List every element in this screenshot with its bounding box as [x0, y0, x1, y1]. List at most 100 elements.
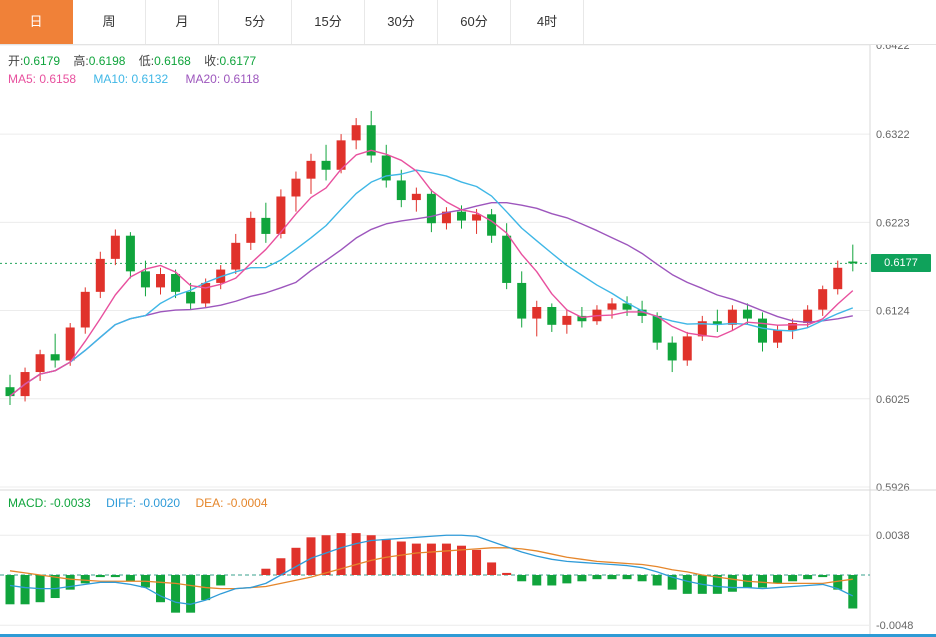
axis-label: 0.0038: [876, 530, 910, 542]
candle: [276, 196, 286, 234]
candle: [35, 354, 45, 373]
macd-bar: [65, 575, 75, 590]
tab-30min[interactable]: 30分: [365, 0, 438, 44]
axis-label: 0.6124: [876, 306, 910, 318]
macd-bar: [502, 572, 512, 575]
macd-legend: MACD: -0.0033 DIFF: -0.0020 DEA: -0.0004: [8, 496, 280, 510]
candle: [186, 291, 196, 304]
macd-bar: [306, 537, 316, 575]
ma5-value: MA5: 0.6158: [8, 72, 77, 86]
candle: [231, 242, 241, 270]
macd-bar: [607, 575, 617, 580]
candle: [80, 291, 90, 328]
axis-label: 0.5926: [876, 482, 910, 494]
candle: [457, 211, 466, 221]
ma10-value: MA10: 0.6132: [93, 72, 169, 86]
macd-bar: [351, 533, 361, 575]
macd-bar: [517, 575, 527, 582]
tab-month[interactable]: 月: [146, 0, 219, 44]
timeframe-tabbar: 日 周 月 5分 15分 30分 60分 4时: [0, 0, 936, 45]
macd-bar: [637, 575, 647, 582]
candle: [125, 235, 135, 272]
macd-bar: [321, 535, 331, 575]
macd-bar: [818, 575, 828, 578]
candle: [788, 323, 798, 331]
macd-bar: [110, 575, 120, 578]
candle: [261, 217, 271, 234]
macd-bar: [396, 541, 406, 575]
tab-60min[interactable]: 60分: [438, 0, 511, 44]
macd-bar: [20, 575, 30, 605]
macd-bar: [5, 575, 15, 605]
macd-bar: [622, 575, 632, 580]
candle: [697, 321, 707, 337]
macd-bar: [171, 575, 181, 613]
candle: [682, 336, 692, 361]
open-value: 开:0.6179: [8, 54, 61, 68]
axis-label: 0.6025: [876, 394, 910, 406]
macd-bar: [773, 575, 783, 584]
tab-15min[interactable]: 15分: [292, 0, 365, 44]
candle: [517, 282, 527, 319]
macd-bar: [592, 575, 602, 580]
tab-4hour[interactable]: 4时: [511, 0, 584, 44]
macd-bar: [50, 575, 60, 599]
macd-bar: [125, 575, 135, 582]
candle: [140, 271, 150, 288]
candle: [110, 235, 120, 259]
dea-value: DEA: -0.0004: [195, 496, 268, 510]
candle: [622, 303, 632, 310]
candle: [472, 214, 482, 221]
bottom-scrollbar[interactable]: [0, 634, 936, 637]
candle: [246, 217, 256, 243]
macd-bar: [186, 575, 196, 613]
close-value: 收:0.6177: [204, 54, 257, 68]
macd-bar: [276, 558, 286, 575]
macd-bar: [532, 575, 542, 586]
macd-bar: [426, 543, 436, 575]
candle: [607, 303, 617, 310]
macd-bar: [261, 568, 271, 575]
macd-value: MACD: -0.0033: [8, 496, 91, 510]
ma20-value: MA20: 0.6118: [185, 72, 260, 86]
tab-week[interactable]: 周: [73, 0, 146, 44]
candle: [65, 327, 75, 361]
candle: [426, 193, 436, 224]
macd-bar: [682, 575, 692, 594]
tab-day[interactable]: 日: [0, 0, 73, 44]
candle: [156, 274, 165, 288]
macd-bar: [487, 562, 497, 575]
current-price-badge: 0.6177: [871, 254, 931, 272]
macd-bar: [156, 575, 165, 603]
candle: [306, 160, 316, 179]
candle: [351, 125, 361, 141]
macd-bar: [95, 575, 105, 578]
candle: [50, 354, 60, 361]
macd-bar: [833, 575, 843, 590]
macd-bar: [411, 543, 421, 575]
ohlc-legend: 开:0.6179 高:0.6198 低:0.6168 收:0.6177: [8, 52, 266, 69]
macd-bar: [547, 575, 557, 586]
candle: [818, 289, 828, 310]
macd-bar: [788, 575, 798, 582]
macd-bar: [336, 533, 346, 575]
macd-bar: [712, 575, 722, 594]
candle: [637, 309, 647, 316]
macd-bar: [562, 575, 572, 584]
candle: [833, 267, 843, 290]
macd-bar: [216, 575, 226, 586]
macd-bar: [457, 545, 466, 575]
candle: [321, 160, 331, 170]
tab-5min[interactable]: 5分: [219, 0, 292, 44]
candle: [502, 235, 512, 283]
ma-legend: MA5: 0.6158 MA10: 0.6132 MA20: 0.6118: [8, 72, 273, 86]
candle: [773, 330, 783, 343]
macd-bar: [577, 575, 587, 582]
candle: [727, 309, 737, 325]
candle: [803, 309, 813, 324]
candle: [396, 180, 406, 201]
macd-bar: [727, 575, 737, 592]
candle: [411, 193, 421, 201]
